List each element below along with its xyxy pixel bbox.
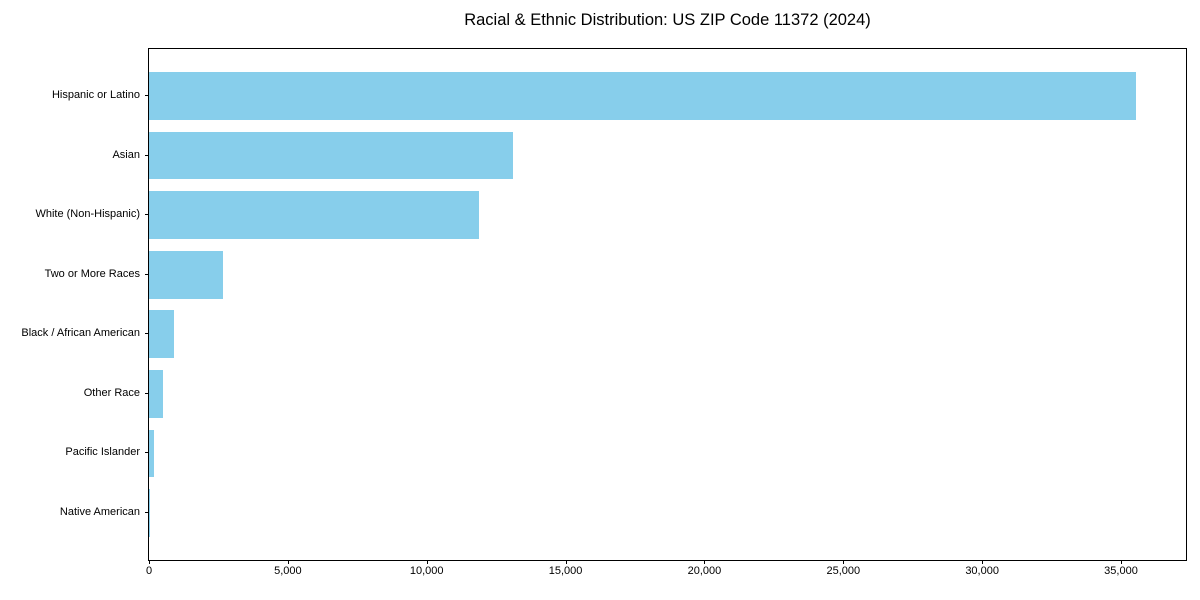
y-tick-mark <box>145 452 149 454</box>
y-tick-label: White (Non-Hispanic) <box>35 208 140 221</box>
bar <box>149 72 1137 120</box>
y-tick-mark <box>145 333 149 335</box>
x-tick-mark <box>1121 560 1122 564</box>
bar <box>149 489 150 537</box>
y-tick-mark <box>145 95 149 97</box>
x-tick-mark <box>704 560 706 564</box>
y-tick-label: Asian <box>112 148 140 161</box>
x-tick-mark <box>843 560 845 564</box>
x-tick-mark <box>982 560 984 564</box>
y-tick-mark <box>145 511 149 513</box>
x-tick-label: 5,000 <box>274 565 302 577</box>
x-tick-mark <box>149 560 150 564</box>
y-tick-label: Black / African American <box>21 327 140 340</box>
y-tick-label: Native American <box>59 505 140 518</box>
x-tick-mark <box>426 560 428 564</box>
x-tick-mark <box>287 560 289 564</box>
y-tick-mark <box>145 214 149 216</box>
y-tick-mark <box>145 273 149 275</box>
x-tick-label: 35,000 <box>1104 565 1138 577</box>
x-tick-mark <box>565 560 567 564</box>
bar <box>149 250 223 299</box>
y-tick-mark <box>145 392 149 394</box>
bar <box>149 191 480 239</box>
y-tick-label: Pacific Islander <box>65 446 140 459</box>
chart-title: Racial & Ethnic Distribution: US ZIP Cod… <box>464 11 871 29</box>
x-tick-label: 30,000 <box>965 565 999 577</box>
bar <box>149 310 174 359</box>
bar <box>149 370 164 418</box>
bar <box>149 131 513 180</box>
y-tick-label: Hispanic or Latino <box>51 89 140 102</box>
x-tick-label: 25,000 <box>826 565 861 577</box>
x-tick-label: 20,000 <box>687 565 722 577</box>
y-tick-label: Two or More Races <box>44 267 140 280</box>
x-tick-label: 10,000 <box>409 565 444 577</box>
x-tick-label: 0 <box>145 565 153 577</box>
bar <box>149 429 154 478</box>
y-tick-mark <box>145 154 149 156</box>
y-tick-label: Other Race <box>83 386 140 399</box>
plot-area <box>148 48 1187 561</box>
x-tick-label: 15,000 <box>548 565 583 577</box>
